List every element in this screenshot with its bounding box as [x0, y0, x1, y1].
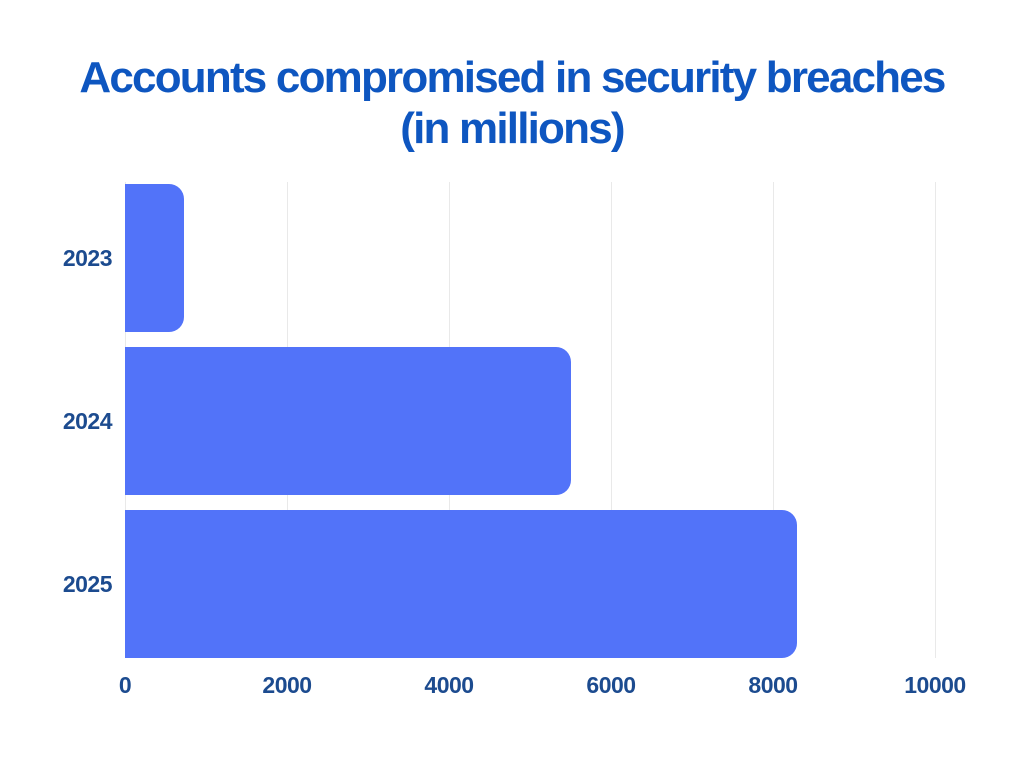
gridline-10000 — [935, 182, 936, 658]
x-tick-label-4000: 4000 — [424, 672, 474, 698]
x-tick-label-2000: 2000 — [262, 672, 312, 698]
category-label-2024: 2024 — [62, 408, 113, 434]
chart-title-line-1: Accounts compromised in security breache… — [79, 53, 946, 102]
category-label-2023: 2023 — [62, 245, 113, 271]
gridline-8000 — [773, 182, 774, 658]
bar-row-2024: 2024 — [63, 347, 935, 495]
x-axis: 0 2000 4000 6000 8000 10000 — [119, 672, 966, 702]
chart-title: Accounts compromised in security breache… — [0, 52, 1024, 155]
bar-row-2025: 2025 — [63, 510, 935, 658]
x-tick-label-10000: 10000 — [904, 672, 966, 698]
bar-2025 — [125, 510, 798, 658]
x-tick-label-6000: 6000 — [586, 672, 636, 698]
plot-area: 2023 2024 2025 — [63, 182, 936, 658]
gridline-6000 — [611, 182, 612, 658]
x-tick-label-8000: 8000 — [748, 672, 798, 698]
bar-row-2023: 2023 — [63, 184, 935, 332]
category-label-2025: 2025 — [62, 571, 113, 597]
x-tick-label-0: 0 — [118, 672, 132, 698]
chart-title-line-2: (in millions) — [400, 104, 625, 154]
bar-2024 — [125, 347, 571, 495]
bar-2023 — [125, 184, 185, 332]
